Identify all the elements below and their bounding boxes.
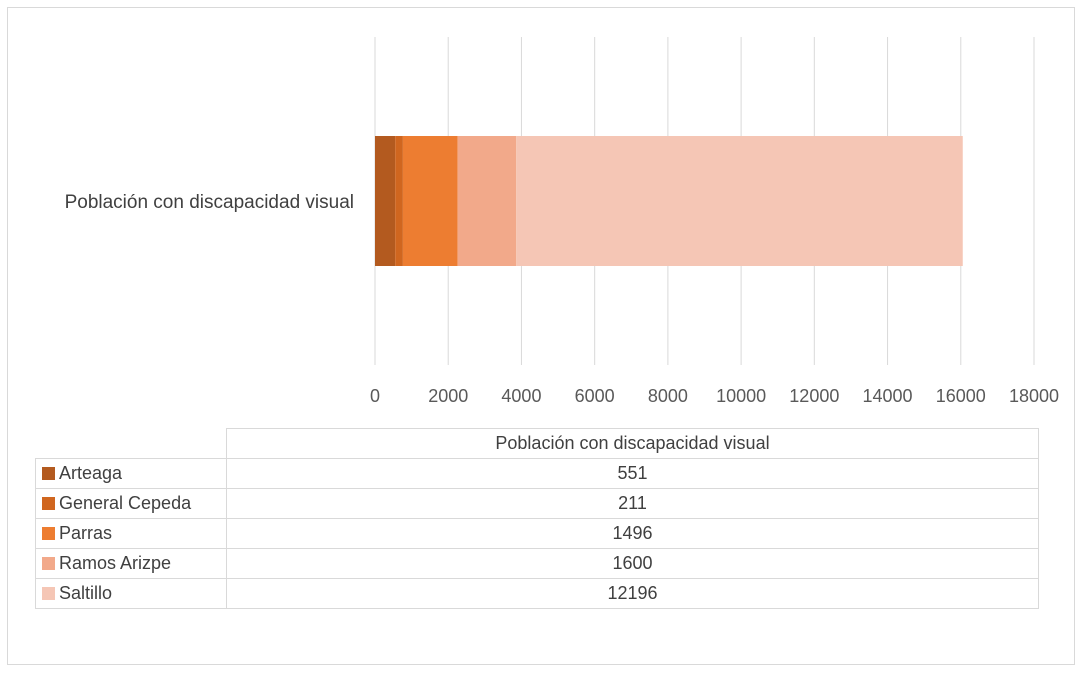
table-cell-value: 551	[226, 458, 1039, 489]
x-tick-label: 2000	[428, 386, 468, 406]
bar-segment-ramos-arizpe	[457, 136, 517, 266]
x-tick-label: 8000	[648, 386, 688, 406]
data-table-header-row: Población con discapacidad visual	[35, 428, 1039, 459]
legend-label: Saltillo	[59, 583, 113, 603]
table-cell-value: 1600	[226, 548, 1039, 579]
data-table-corner	[35, 428, 227, 459]
table-row-label: Parras	[35, 518, 227, 549]
table-row-label: Arteaga	[35, 458, 227, 489]
table-row: General Cepeda 211	[35, 488, 1039, 519]
x-tick-label: 6000	[575, 386, 615, 406]
table-cell-value: 211	[226, 488, 1039, 519]
legend-label: Arteaga	[59, 463, 123, 483]
table-cell-value: 12196	[226, 578, 1039, 609]
legend-swatch	[42, 587, 55, 600]
table-row-label: General Cepeda	[35, 488, 227, 519]
x-tick-label: 14000	[863, 386, 913, 406]
category-label: Población con discapacidad visual	[65, 192, 354, 213]
table-row-label: Ramos Arizpe	[35, 548, 227, 579]
x-tick-label: 18000	[1009, 386, 1059, 406]
bar-segment-parras	[402, 136, 458, 266]
table-row: Ramos Arizpe 1600	[35, 548, 1039, 579]
legend-swatch	[42, 557, 55, 570]
bar-segment-saltillo	[516, 136, 963, 266]
bar-segment-general-cepeda	[395, 136, 403, 266]
table-row: Saltillo 12196	[35, 578, 1039, 609]
chart-plot: 0 2000 4000 6000 8000 10000 12000 14000 16000 180…	[65, 37, 1059, 406]
table-row-label: Saltillo	[35, 578, 227, 609]
data-table-series-header: Población con discapacidad visual	[226, 428, 1039, 459]
data-table: Población con discapacidad visual Arteag…	[35, 428, 1039, 609]
bar-segment-arteaga	[375, 136, 396, 266]
legend-swatch	[42, 497, 55, 510]
legend-swatch	[42, 527, 55, 540]
x-tick-label: 10000	[716, 386, 766, 406]
x-tick-label: 4000	[501, 386, 541, 406]
legend-swatch	[42, 467, 55, 480]
legend-label: Parras	[59, 523, 113, 543]
table-cell-value: 1496	[226, 518, 1039, 549]
x-tick-label: 12000	[789, 386, 839, 406]
x-tick-label: 0	[370, 386, 380, 406]
legend-label: General Cepeda	[59, 493, 192, 513]
x-tick-label: 16000	[936, 386, 986, 406]
table-row: Parras 1496	[35, 518, 1039, 549]
table-row: Arteaga 551	[35, 458, 1039, 489]
legend-label: Ramos Arizpe	[59, 553, 172, 573]
